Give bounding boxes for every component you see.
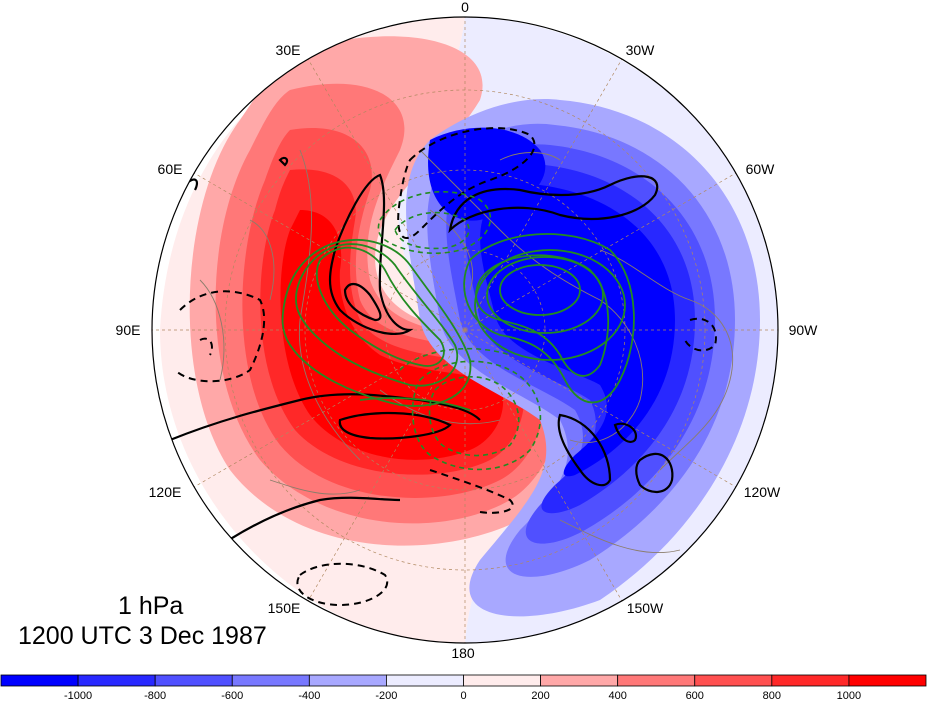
- colorbar-box: [694, 674, 773, 687]
- colorbar-box: [0, 674, 79, 687]
- colorbar-tick-label: -200: [375, 690, 397, 702]
- colorbar-box: [463, 674, 541, 687]
- lon-label-30w: 30W: [626, 42, 656, 58]
- lon-label-30e: 30E: [276, 42, 301, 58]
- colorbar-box: [308, 674, 387, 687]
- graticule: [152, 17, 778, 643]
- colorbar-tick-label: -600: [221, 690, 243, 702]
- lon-label-90e: 90E: [116, 322, 141, 338]
- lon-label-120e: 120E: [149, 484, 182, 500]
- timestamp-title: 1200 UTC 3 Dec 1987: [18, 622, 267, 650]
- colorbar-box: [77, 674, 156, 687]
- lon-label-60w: 60W: [746, 161, 776, 177]
- colorbar-box: [540, 674, 619, 687]
- lon-label-0: 0: [461, 0, 469, 15]
- map-boundary: [151, 16, 779, 644]
- green-dashed-contours: [377, 191, 542, 471]
- colorbar-box: [848, 674, 927, 687]
- dashed-contours: [174, 127, 717, 607]
- colorbar-boxes: [0, 674, 927, 687]
- colorbar-tick-label: 1000: [837, 690, 861, 702]
- colorbar-tick-label: 0: [460, 690, 466, 702]
- colorbar-labels: -1000 -800 -600 -400 -200 0 200 400 600 800 1000: [64, 690, 861, 702]
- colorbar-tick-label: -400: [298, 690, 320, 702]
- lon-label-180: 180: [451, 645, 475, 661]
- polar-map: 0 30W 60W 90W 120W 150W 180 150E 120E 90…: [116, 0, 819, 661]
- shaded-field: [152, 17, 778, 643]
- colorbar-box: [386, 674, 464, 687]
- colorbar-tick-label: -800: [144, 690, 166, 702]
- colorbar-box: [231, 674, 310, 687]
- lon-label-120w: 120W: [744, 484, 781, 500]
- colorbar-box: [771, 674, 850, 687]
- lon-label-60e: 60E: [158, 161, 183, 177]
- lon-label-150e: 150E: [268, 600, 301, 616]
- colorbar-tick-label: -1000: [64, 690, 92, 702]
- colorbar-tick-label: 600: [686, 690, 704, 702]
- colorbar-box: [617, 674, 696, 687]
- lon-label-150w: 150W: [627, 600, 664, 616]
- colorbar: -1000 -800 -600 -400 -200 0 200 400 600 800 1000: [0, 674, 927, 702]
- lon-label-90w: 90W: [789, 322, 819, 338]
- colorbar-tick-label: 800: [763, 690, 781, 702]
- colorbar-tick-label: 200: [531, 690, 549, 702]
- green-solid-contours-west: [281, 238, 472, 411]
- colorbar-tick-label: 400: [608, 690, 626, 702]
- green-solid-contours-east: [463, 233, 635, 404]
- pressure-level-title: 1 hPa: [118, 592, 184, 620]
- colorbar-box: [154, 674, 233, 687]
